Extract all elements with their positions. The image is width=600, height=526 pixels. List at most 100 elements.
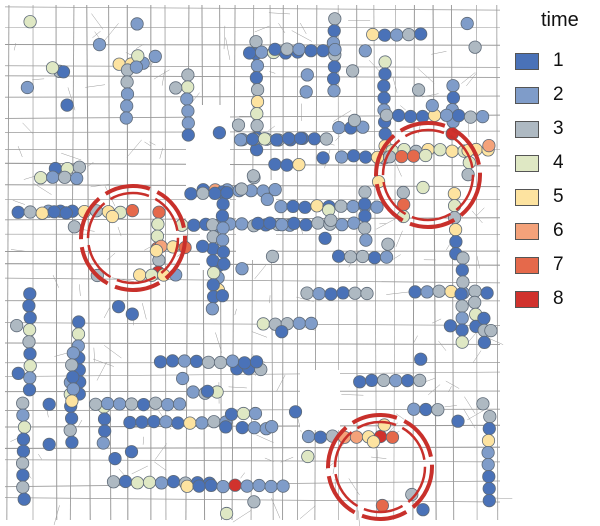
time-point <box>125 397 139 411</box>
time-point <box>240 479 254 493</box>
time-point <box>377 91 391 105</box>
time-point <box>481 433 496 448</box>
time-point <box>17 420 32 434</box>
street <box>251 331 268 338</box>
time-point <box>331 249 346 263</box>
street <box>223 25 226 50</box>
time-point <box>299 85 313 99</box>
time-point <box>196 186 210 200</box>
time-point <box>66 382 80 396</box>
time-point <box>379 108 394 122</box>
time-point <box>98 424 112 438</box>
street <box>387 422 399 434</box>
legend-swatch <box>515 154 539 172</box>
ring-outer <box>79 184 187 292</box>
street <box>476 207 485 216</box>
time-point <box>65 358 79 372</box>
street <box>271 498 281 519</box>
time-point <box>484 323 498 338</box>
time-point <box>451 109 466 123</box>
time-point <box>414 27 428 41</box>
time-point <box>264 479 278 494</box>
time-point <box>448 223 463 237</box>
time-point <box>206 254 220 268</box>
time-point <box>66 370 80 384</box>
time-point <box>406 149 421 163</box>
time-point <box>327 60 341 74</box>
time-point <box>250 95 265 109</box>
street <box>86 161 94 168</box>
street <box>448 386 452 393</box>
street <box>341 394 364 396</box>
street <box>91 13 104 30</box>
time-point <box>416 180 430 195</box>
time-point <box>247 495 261 509</box>
time-point <box>176 371 190 386</box>
legend-label: 1 <box>553 50 564 71</box>
time-point <box>181 128 195 142</box>
time-point <box>425 98 439 113</box>
street <box>135 44 144 49</box>
street <box>335 135 341 142</box>
time-point <box>118 474 133 489</box>
time-point <box>482 421 496 436</box>
time-point <box>407 402 421 416</box>
street <box>52 274 59 288</box>
street <box>4 342 501 345</box>
time-point <box>42 437 56 451</box>
time-point <box>418 148 433 163</box>
legend-label: 6 <box>553 220 564 241</box>
street <box>276 374 286 392</box>
street <box>269 71 276 74</box>
street <box>432 318 442 324</box>
time-point <box>327 84 341 98</box>
time-point <box>324 213 338 227</box>
time-point <box>396 185 410 200</box>
time-point <box>318 231 332 245</box>
time-point <box>231 118 246 132</box>
time-point <box>159 415 173 429</box>
time-point <box>192 479 206 493</box>
time-point <box>124 445 139 459</box>
street <box>33 183 52 195</box>
time-point <box>447 187 461 201</box>
time-point <box>59 206 73 220</box>
time-point <box>235 420 249 435</box>
time-point <box>180 92 194 106</box>
time-point <box>23 287 37 301</box>
legend-item: 2 <box>507 78 597 112</box>
time-point <box>455 299 469 313</box>
time-point <box>131 49 145 63</box>
street <box>280 456 294 463</box>
street <box>111 277 135 282</box>
time-point <box>377 373 391 387</box>
street <box>278 23 286 34</box>
time-point <box>370 200 384 214</box>
time-point <box>328 42 342 57</box>
time-point <box>447 199 462 213</box>
time-point <box>483 409 497 424</box>
legend-swatch <box>515 86 539 104</box>
street <box>432 4 437 521</box>
street <box>32 78 45 80</box>
time-point <box>300 68 314 82</box>
street <box>4 390 501 393</box>
time-point <box>20 80 35 95</box>
time-point <box>390 28 404 42</box>
time-point <box>268 42 282 56</box>
street <box>161 69 166 86</box>
time-point <box>16 468 30 482</box>
time-point <box>92 37 107 52</box>
time-point <box>327 24 341 38</box>
street <box>445 244 450 251</box>
time-point <box>403 109 418 124</box>
time-point <box>166 474 181 489</box>
street <box>254 25 270 33</box>
time-point <box>293 131 308 145</box>
street <box>392 77 398 93</box>
time-point <box>23 371 37 385</box>
time-point <box>184 187 198 201</box>
street <box>104 345 122 359</box>
time-point <box>212 126 226 140</box>
time-point <box>63 423 77 437</box>
